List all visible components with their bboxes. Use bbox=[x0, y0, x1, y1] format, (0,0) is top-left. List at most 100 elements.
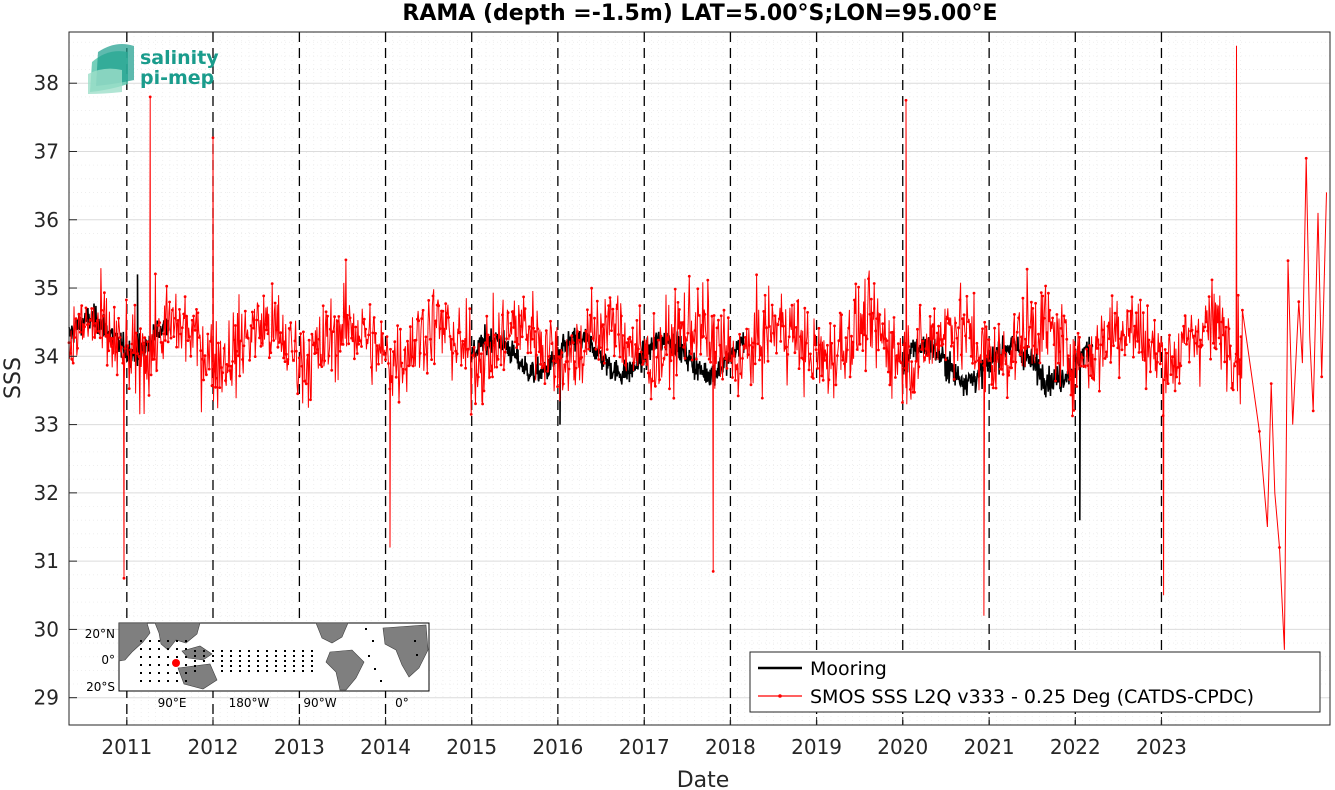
series-smos-point bbox=[645, 363, 649, 366]
series-smos-point bbox=[586, 308, 589, 312]
series-smos-point bbox=[665, 353, 669, 356]
inset-buoy-dot bbox=[372, 640, 374, 642]
inset-buoy-dot bbox=[167, 656, 169, 658]
series-smos-point bbox=[886, 370, 890, 374]
series-smos-point bbox=[152, 357, 156, 361]
series-smos-point bbox=[1139, 298, 1142, 302]
legend-swatch-smos-marker bbox=[778, 694, 782, 698]
series-smos-point bbox=[1089, 374, 1093, 377]
series-smos-point bbox=[358, 339, 362, 343]
series-smos-point bbox=[190, 318, 194, 322]
series-smos-point bbox=[914, 359, 918, 363]
inset-buoy-dot bbox=[158, 672, 160, 674]
series-smos-point bbox=[246, 336, 250, 340]
series-smos-point bbox=[434, 319, 438, 323]
series-smos-point bbox=[186, 339, 190, 342]
inset-buoy-dot bbox=[203, 660, 205, 662]
y-tick-label: 32 bbox=[34, 481, 59, 505]
series-smos-point bbox=[725, 367, 729, 370]
inset-buoy-dot bbox=[266, 655, 268, 657]
series-smos-point bbox=[87, 322, 91, 326]
series-smos-point bbox=[965, 294, 969, 298]
series-smos-point bbox=[80, 304, 84, 307]
series-smos-point bbox=[316, 348, 319, 351]
inset-buoy-dot bbox=[140, 656, 142, 658]
inset-buoy-dot bbox=[158, 640, 160, 642]
series-smos-point bbox=[1066, 354, 1070, 358]
series-smos-point bbox=[1214, 347, 1218, 351]
series-smos-point bbox=[874, 329, 877, 333]
series-smos-point bbox=[459, 363, 463, 367]
series-smos-point bbox=[454, 349, 458, 353]
series-smos-point bbox=[362, 317, 366, 321]
series-smos-point bbox=[719, 314, 723, 318]
inset-buoy-dot bbox=[176, 680, 178, 682]
series-smos-point bbox=[986, 355, 989, 359]
series-smos-point bbox=[1182, 324, 1185, 328]
inset-buoy-dot bbox=[380, 680, 382, 682]
series-smos-point bbox=[751, 346, 754, 349]
series-smos-point bbox=[1055, 313, 1059, 316]
series-smos-point bbox=[1204, 320, 1208, 324]
series-smos-point bbox=[1132, 355, 1135, 359]
series-smos-point bbox=[610, 329, 613, 332]
series-smos-point bbox=[172, 335, 176, 338]
series-smos-point bbox=[600, 325, 603, 328]
inset-buoy-dot bbox=[140, 680, 142, 682]
series-smos-point bbox=[735, 367, 739, 371]
series-smos-point bbox=[502, 368, 506, 372]
logo-waves-icon bbox=[88, 44, 134, 94]
series-smos-point bbox=[707, 357, 711, 361]
series-smos-point bbox=[1038, 361, 1042, 365]
series-smos-point bbox=[1015, 330, 1019, 334]
inset-buoy-dot bbox=[140, 648, 142, 650]
inset-buoy-dot bbox=[167, 648, 169, 650]
series-smos-point bbox=[902, 343, 906, 347]
series-smos-point bbox=[215, 376, 219, 380]
series-smos-point bbox=[1099, 343, 1103, 347]
series-smos-point bbox=[1178, 382, 1181, 385]
inset-map: 20°N 0° 20°S 90°E 180°W 90°W 0° bbox=[85, 622, 430, 710]
series-smos-point bbox=[1151, 338, 1155, 341]
series-smos-point bbox=[648, 372, 652, 375]
series-smos-point bbox=[655, 355, 659, 359]
series-smos-point bbox=[218, 386, 222, 389]
series-smos-point bbox=[920, 348, 923, 351]
series-smos-point bbox=[712, 314, 716, 317]
series-smos-point bbox=[127, 387, 131, 390]
series-smos-point bbox=[628, 335, 632, 339]
series-smos-point bbox=[816, 367, 819, 370]
inset-buoy-dot bbox=[167, 672, 169, 674]
inset-buoy-dot bbox=[239, 660, 241, 662]
inset-buoy-dot bbox=[158, 664, 160, 666]
series-smos-point bbox=[948, 323, 952, 326]
series-smos-point bbox=[611, 307, 615, 311]
series-smos-point bbox=[696, 287, 700, 291]
series-smos-point bbox=[91, 322, 95, 326]
series-smos-point bbox=[121, 361, 125, 365]
series-smos-point bbox=[583, 349, 586, 353]
series-smos-point bbox=[1031, 307, 1035, 310]
series-smos-point bbox=[1146, 304, 1149, 308]
series-smos-point bbox=[969, 354, 973, 358]
series-smos-point bbox=[833, 324, 836, 328]
series-smos-point bbox=[1144, 387, 1148, 391]
series-smos-point bbox=[962, 313, 966, 317]
series-smos-point bbox=[158, 321, 162, 324]
series-smos-point bbox=[307, 338, 311, 342]
inset-buoy-dot bbox=[185, 672, 187, 674]
series-smos-point bbox=[482, 389, 486, 393]
series-smos-point bbox=[78, 330, 82, 334]
series-smos-point bbox=[675, 373, 678, 377]
x-ticks: 2011 2012 2013 2014 2015 2016 2017 2018 2019 2020… bbox=[101, 717, 1187, 759]
series-smos-point bbox=[509, 322, 513, 325]
series-smos-point bbox=[444, 302, 448, 305]
series-smos-point bbox=[1102, 335, 1105, 339]
series-smos-point bbox=[615, 307, 619, 310]
series-smos-point bbox=[566, 360, 569, 363]
series-smos-point bbox=[1020, 335, 1023, 339]
series-smos-point bbox=[964, 334, 967, 338]
series-smos-point bbox=[111, 337, 115, 341]
series-smos-point bbox=[591, 337, 595, 340]
series-smos-point bbox=[620, 314, 623, 318]
